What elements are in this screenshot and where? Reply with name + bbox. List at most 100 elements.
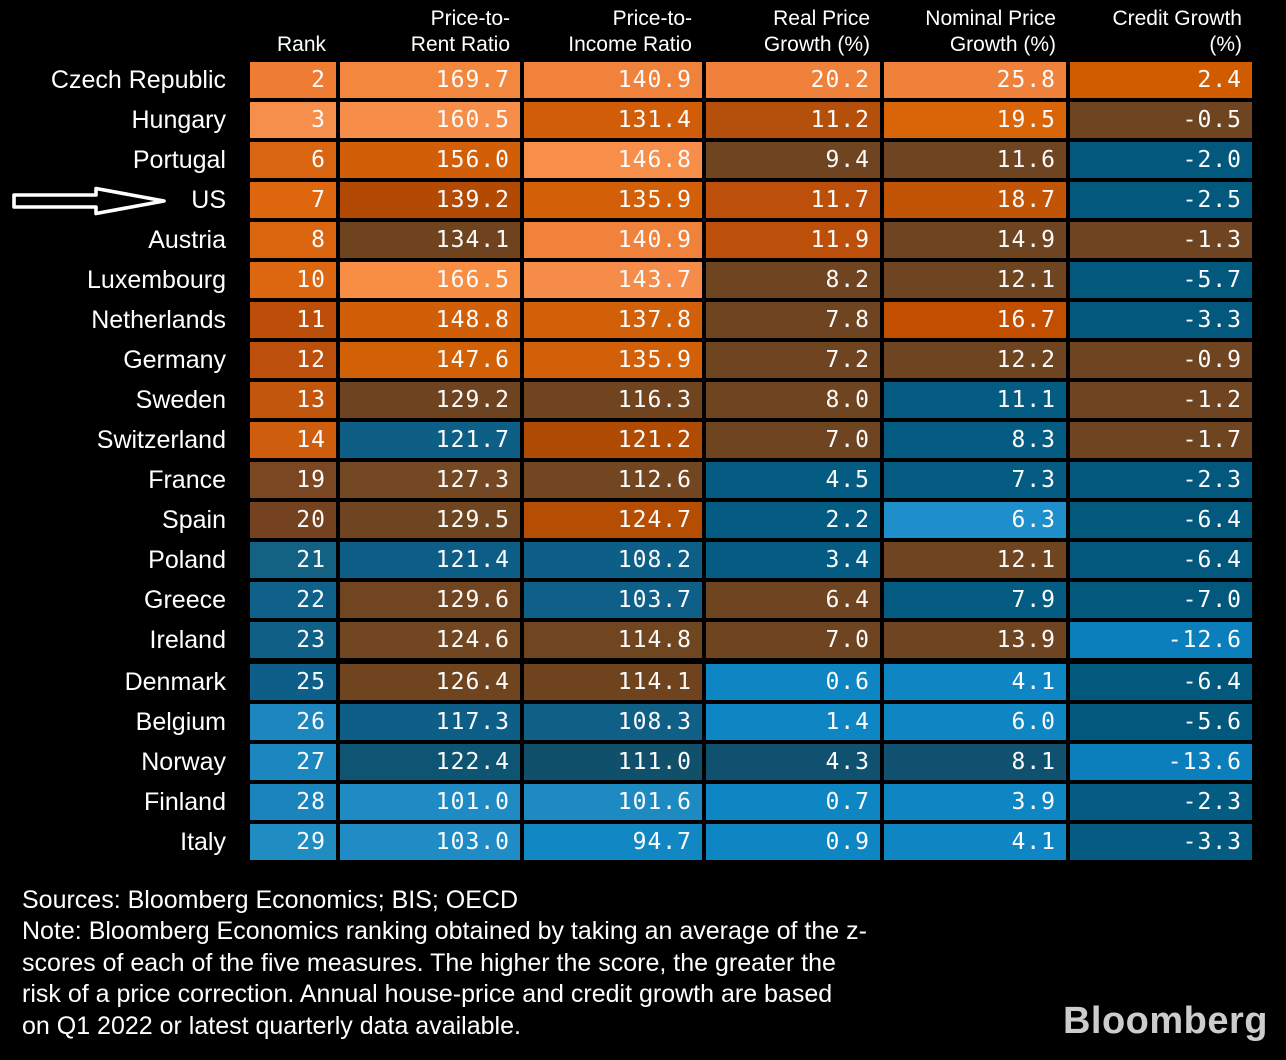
table-row: Italy 29 103.0 94.7 0.9 4.1 -3.3 [0,824,1252,860]
heatmap-cell: 7.0 [706,622,880,658]
heatmap-cell: 134.1 [340,222,520,258]
heatmap-cell: 21 [250,542,336,578]
heatmap-cell: 29 [250,824,336,860]
heatmap-cell: 101.6 [524,784,702,820]
heatmap-cell: 13.9 [884,622,1066,658]
heatmap-cell: 160.5 [340,102,520,138]
heatmap-cell: 146.8 [524,142,702,178]
heatmap-cell: 28 [250,784,336,820]
heatmap-cell: 131.4 [524,102,702,138]
table-row: US 7 139.2 135.9 11.7 18.7 -2.5 [0,182,1252,218]
heatmap-cell: 139.2 [340,182,520,218]
heatmap-cell: 108.2 [524,542,702,578]
heatmap-cell: 25 [250,664,336,700]
heatmap-cell: 129.5 [340,502,520,538]
heatmap-cell: 135.9 [524,182,702,218]
country-label: Hungary [131,106,227,134]
heatmap-cell: -1.3 [1070,222,1252,258]
heatmap-cell: 8.2 [706,262,880,298]
heatmap-cell: 11.2 [706,102,880,138]
heatmap-cell: -2.0 [1070,142,1252,178]
heatmap-cell: -6.4 [1070,502,1252,538]
heatmap-cell: 6.0 [884,704,1066,740]
table-row: Portugal 6 156.0 146.8 9.4 11.6 -2.0 [0,142,1252,178]
heatmap-cell: 2.2 [706,502,880,538]
us-pointer-arrow-icon [12,186,166,216]
heatmap-cell: 11.6 [884,142,1066,178]
heatmap-cell: 11 [250,302,336,338]
table-row: Austria 8 134.1 140.9 11.9 14.9 -1.3 [0,222,1252,258]
heatmap-cell: -2.3 [1070,462,1252,498]
heatmap-cell: 7.0 [706,422,880,458]
country-label: Belgium [135,708,226,736]
heatmap-cell: 8.0 [706,382,880,418]
heatmap-cell: 23 [250,622,336,658]
heatmap-cell: 6 [250,142,336,178]
heatmap-cell: -1.2 [1070,382,1252,418]
table-row: Germany 12 147.6 135.9 7.2 12.2 -0.9 [0,342,1252,378]
country-label: Italy [180,828,226,856]
heatmap-cell: 126.4 [340,664,520,700]
table-row: Belgium 26 117.3 108.3 1.4 6.0 -5.6 [0,704,1252,740]
heatmap-cell: 14 [250,422,336,458]
heatmap-cell: 4.5 [706,462,880,498]
heatmap-cell: 3.4 [706,542,880,578]
heatmap-cell: 0.6 [706,664,880,700]
heatmap-cell: 122.4 [340,744,520,780]
country-label: Spain [162,506,226,534]
heatmap-cell: 26 [250,704,336,740]
heatmap-cell: 169.7 [340,62,520,98]
heatmap-cell: 19 [250,462,336,498]
heatmap-cell: 20 [250,502,336,538]
heatmap-cell: 116.3 [524,382,702,418]
heatmap-cell: 3 [250,102,336,138]
note-text: Note: Bloomberg Economics ranking obtain… [22,917,867,1040]
heatmap-cell: 103.0 [340,824,520,860]
table-row: Hungary 3 160.5 131.4 11.2 19.5 -0.5 [0,102,1252,138]
heatmap-cell: 12 [250,342,336,378]
heatmap-cell: 6.4 [706,582,880,618]
heatmap-cell: -5.6 [1070,704,1252,740]
heatmap-cell: 11.9 [706,222,880,258]
heatmap-cell: 19.5 [884,102,1066,138]
table-row: Denmark 25 126.4 114.1 0.6 4.1 -6.4 [0,664,1252,700]
country-label: Austria [148,226,226,254]
heatmap-cell: 114.1 [524,664,702,700]
heatmap-cell: 124.6 [340,622,520,658]
heatmap-cell: 1.4 [706,704,880,740]
heatmap-cell: 11.1 [884,382,1066,418]
heatmap-cell: 7.2 [706,342,880,378]
heatmap-cell: 124.7 [524,502,702,538]
country-label: Czech Republic [50,66,226,94]
heatmap-cell: 4.1 [884,824,1066,860]
column-header-nominal-price-growth: Nominal Price Growth (%) [925,7,1056,56]
heatmap-cell: 11.7 [706,182,880,218]
heatmap-cell: 140.9 [524,222,702,258]
heatmap-cell: 112.6 [524,462,702,498]
country-label: Portugal [132,146,226,174]
table-body: Czech Republic 2 169.7 140.9 20.2 25.8 2.4 Hung… [0,62,1252,860]
heatmap-cell: -5.7 [1070,262,1252,298]
heatmap-cell: 127.3 [340,462,520,498]
heatmap-cell: 18.7 [884,182,1066,218]
country-label: Denmark [124,668,226,696]
heatmap-cell: -2.3 [1070,784,1252,820]
heatmap-cell: 22 [250,582,336,618]
table-row: Ireland 23 124.6 114.8 7.0 13.9 -12.6 [0,622,1252,658]
heatmap-cell: -2.5 [1070,182,1252,218]
heatmap-cell: 114.8 [524,622,702,658]
heatmap-cell: 7.9 [884,582,1066,618]
heatmap-cell: -7.0 [1070,582,1252,618]
column-header-price-to-rent: Price-to- Rent Ratio [410,7,510,56]
bloomberg-logo: Bloomberg [1062,1000,1268,1042]
heatmap-cell: 129.2 [340,382,520,418]
heatmap-cell: 13 [250,382,336,418]
column-header-real-price-growth: Real Price Growth (%) [763,7,870,56]
heatmap-cell: 20.2 [706,62,880,98]
heatmap-cell: 6.3 [884,502,1066,538]
heatmap-cell: 8.3 [884,422,1066,458]
heatmap-cell: 12.2 [884,342,1066,378]
country-label: Ireland [149,626,226,654]
country-label: Poland [148,546,226,574]
